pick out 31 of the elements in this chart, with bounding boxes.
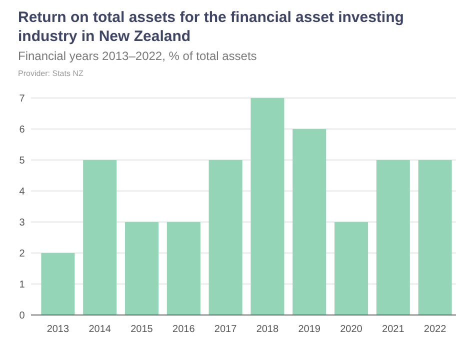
y-tick-label: 5 [19, 156, 26, 166]
x-tick-label: 2021 [382, 324, 405, 335]
x-tick-label: 2018 [256, 324, 280, 335]
chart-subtitle: Financial years 2013–2022, % of total assets [18, 49, 257, 63]
bar [83, 160, 117, 315]
bar [334, 222, 368, 315]
y-tick-label: 6 [19, 124, 26, 136]
bar [376, 160, 410, 315]
x-tick-label: 2022 [424, 324, 447, 335]
y-tick-label: 7 [19, 94, 26, 104]
y-tick-label: 1 [19, 280, 26, 290]
text: Provider: Stats NZ [18, 69, 84, 78]
bar [41, 253, 75, 315]
bar [166, 222, 200, 315]
bar [208, 160, 242, 315]
bar [418, 160, 452, 315]
y-tick-label: 2 [19, 248, 26, 260]
x-tick-label: 2019 [298, 324, 321, 335]
y-tick-label: 3 [19, 218, 26, 228]
x-tick-label: 2017 [214, 324, 238, 335]
bar [292, 129, 326, 315]
chart-title: Return on total assets for the financial asset investing industry in New Zealand [18, 9, 404, 45]
x-tick-label: 2014 [88, 324, 112, 335]
x-tick-label: 2020 [340, 324, 363, 335]
bar [124, 222, 159, 315]
x-tick-label: 2013 [46, 324, 70, 335]
bar [250, 98, 284, 315]
x-tick-label: 2016 [172, 324, 196, 335]
x-tick-label: 2015 [130, 324, 154, 335]
y-tick-label: 4 [19, 186, 26, 198]
y-tick-label: 0 [19, 310, 26, 322]
